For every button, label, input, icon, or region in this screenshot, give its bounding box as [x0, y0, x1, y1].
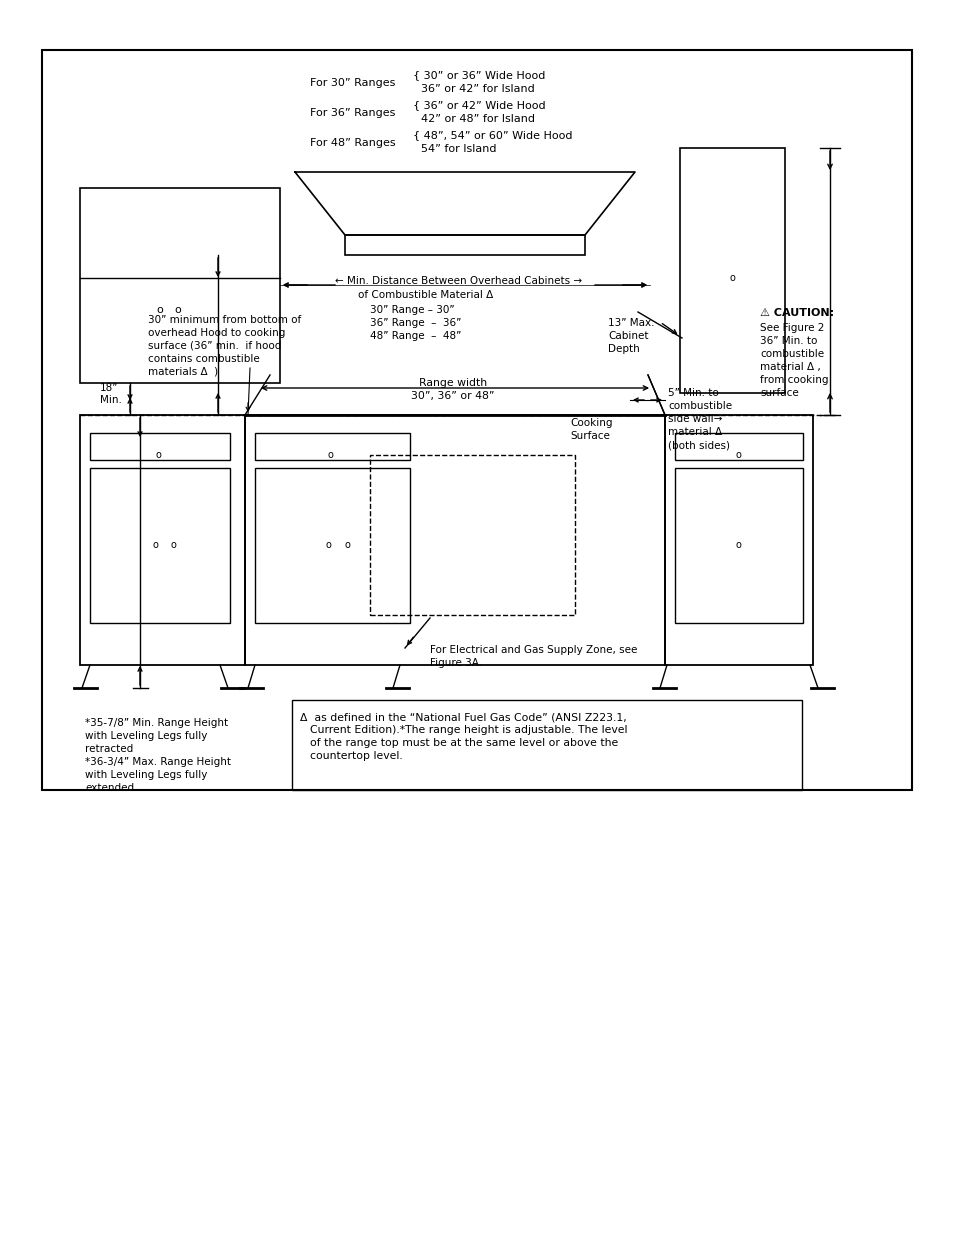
- Text: from cooking: from cooking: [760, 375, 827, 385]
- Bar: [292, 700, 801, 790]
- Text: o: o: [156, 305, 163, 315]
- Bar: [675, 433, 802, 459]
- Text: Range width: Range width: [418, 378, 487, 388]
- Bar: [90, 433, 230, 459]
- Text: 13” Max.: 13” Max.: [607, 317, 654, 329]
- Text: { 36” or 42” Wide Hood: { 36” or 42” Wide Hood: [413, 100, 545, 110]
- Text: material Δ ,: material Δ ,: [760, 362, 820, 372]
- Text: countertop level.: countertop level.: [310, 751, 402, 761]
- Text: 48” Range  –  48”: 48” Range – 48”: [370, 331, 461, 341]
- Bar: [345, 235, 584, 254]
- Text: combustible: combustible: [667, 401, 731, 411]
- Text: Cooking: Cooking: [569, 417, 612, 429]
- Text: material Δ: material Δ: [667, 427, 721, 437]
- Text: ⚠ CAUTION:: ⚠ CAUTION:: [760, 308, 833, 317]
- Text: o: o: [735, 540, 740, 550]
- Text: extended.: extended.: [85, 783, 137, 793]
- Text: For Electrical and Gas Supply Zone, see: For Electrical and Gas Supply Zone, see: [430, 645, 637, 655]
- Text: o: o: [344, 540, 350, 550]
- Text: 30”, 36” or 48”: 30”, 36” or 48”: [411, 391, 495, 401]
- Text: Depth: Depth: [607, 345, 639, 354]
- Text: *35-7/8” Min. Range Height: *35-7/8” Min. Range Height: [85, 718, 228, 727]
- Text: o: o: [152, 540, 158, 550]
- Text: 36” Range  –  36”: 36” Range – 36”: [370, 317, 461, 329]
- Text: 5” Min. to: 5” Min. to: [667, 388, 718, 398]
- Text: of Combustible Material Δ: of Combustible Material Δ: [357, 290, 493, 300]
- Bar: [675, 468, 802, 622]
- Text: For 48” Ranges: For 48” Ranges: [310, 138, 395, 148]
- Bar: [90, 468, 230, 622]
- Text: combustible: combustible: [760, 350, 823, 359]
- Text: { 30” or 36” Wide Hood: { 30” or 36” Wide Hood: [413, 70, 545, 80]
- Bar: [80, 415, 245, 664]
- Bar: [254, 468, 410, 622]
- Bar: [80, 188, 280, 383]
- Text: surface: surface: [760, 388, 798, 398]
- Text: For 30” Ranges: For 30” Ranges: [310, 78, 395, 88]
- Text: (both sides): (both sides): [667, 440, 729, 450]
- Text: overhead Hood to cooking: overhead Hood to cooking: [148, 329, 285, 338]
- Text: Current Edition).*The range height is adjustable. The level: Current Edition).*The range height is ad…: [310, 725, 627, 735]
- Text: with Leveling Legs fully: with Leveling Legs fully: [85, 769, 207, 781]
- Text: ← Min. Distance Between Overhead Cabinets →: ← Min. Distance Between Overhead Cabinet…: [335, 275, 581, 287]
- Bar: [664, 415, 812, 664]
- Text: with Leveling Legs fully: with Leveling Legs fully: [85, 731, 207, 741]
- Text: of the range top must be at the same level or above the: of the range top must be at the same lev…: [310, 739, 618, 748]
- Text: Δ  as defined in the “National Fuel Gas Code” (ANSI Z223.1,: Δ as defined in the “National Fuel Gas C…: [299, 713, 626, 722]
- Text: *36-3/4” Max. Range Height: *36-3/4” Max. Range Height: [85, 757, 231, 767]
- Text: o: o: [170, 540, 175, 550]
- Bar: [254, 433, 410, 459]
- Text: 36” Min. to: 36” Min. to: [760, 336, 817, 346]
- Text: contains combustible: contains combustible: [148, 354, 259, 364]
- Text: 30” Range – 30”: 30” Range – 30”: [370, 305, 455, 315]
- Text: 54” for Island: 54” for Island: [420, 144, 496, 154]
- Text: surface (36” min.  if hood: surface (36” min. if hood: [148, 341, 281, 351]
- Text: side wall→: side wall→: [667, 414, 721, 424]
- Text: 42” or 48” for Island: 42” or 48” for Island: [420, 114, 535, 124]
- Text: 30” minimum from bottom of: 30” minimum from bottom of: [148, 315, 301, 325]
- Text: 18”: 18”: [100, 383, 118, 393]
- Text: 36” or 42” for Island: 36” or 42” for Island: [420, 84, 535, 94]
- Text: Figure 3A.: Figure 3A.: [430, 658, 481, 668]
- Text: o: o: [325, 540, 331, 550]
- Bar: [679, 148, 784, 393]
- Text: retracted: retracted: [85, 743, 133, 755]
- Text: materials Δ  ): materials Δ ): [148, 367, 218, 377]
- Bar: [42, 49, 911, 790]
- Text: Cabinet: Cabinet: [607, 331, 648, 341]
- Text: o: o: [327, 450, 333, 459]
- Text: o: o: [174, 305, 181, 315]
- Text: See Figure 2: See Figure 2: [760, 324, 823, 333]
- Text: o: o: [728, 273, 734, 283]
- Bar: [370, 454, 575, 615]
- Text: { 48”, 54” or 60” Wide Hood: { 48”, 54” or 60” Wide Hood: [413, 130, 572, 140]
- Text: For 36” Ranges: For 36” Ranges: [310, 107, 395, 119]
- Text: Min.: Min.: [100, 395, 122, 405]
- Text: o: o: [735, 450, 740, 459]
- Bar: [245, 415, 664, 664]
- Text: o: o: [155, 450, 161, 459]
- Text: Surface: Surface: [569, 431, 609, 441]
